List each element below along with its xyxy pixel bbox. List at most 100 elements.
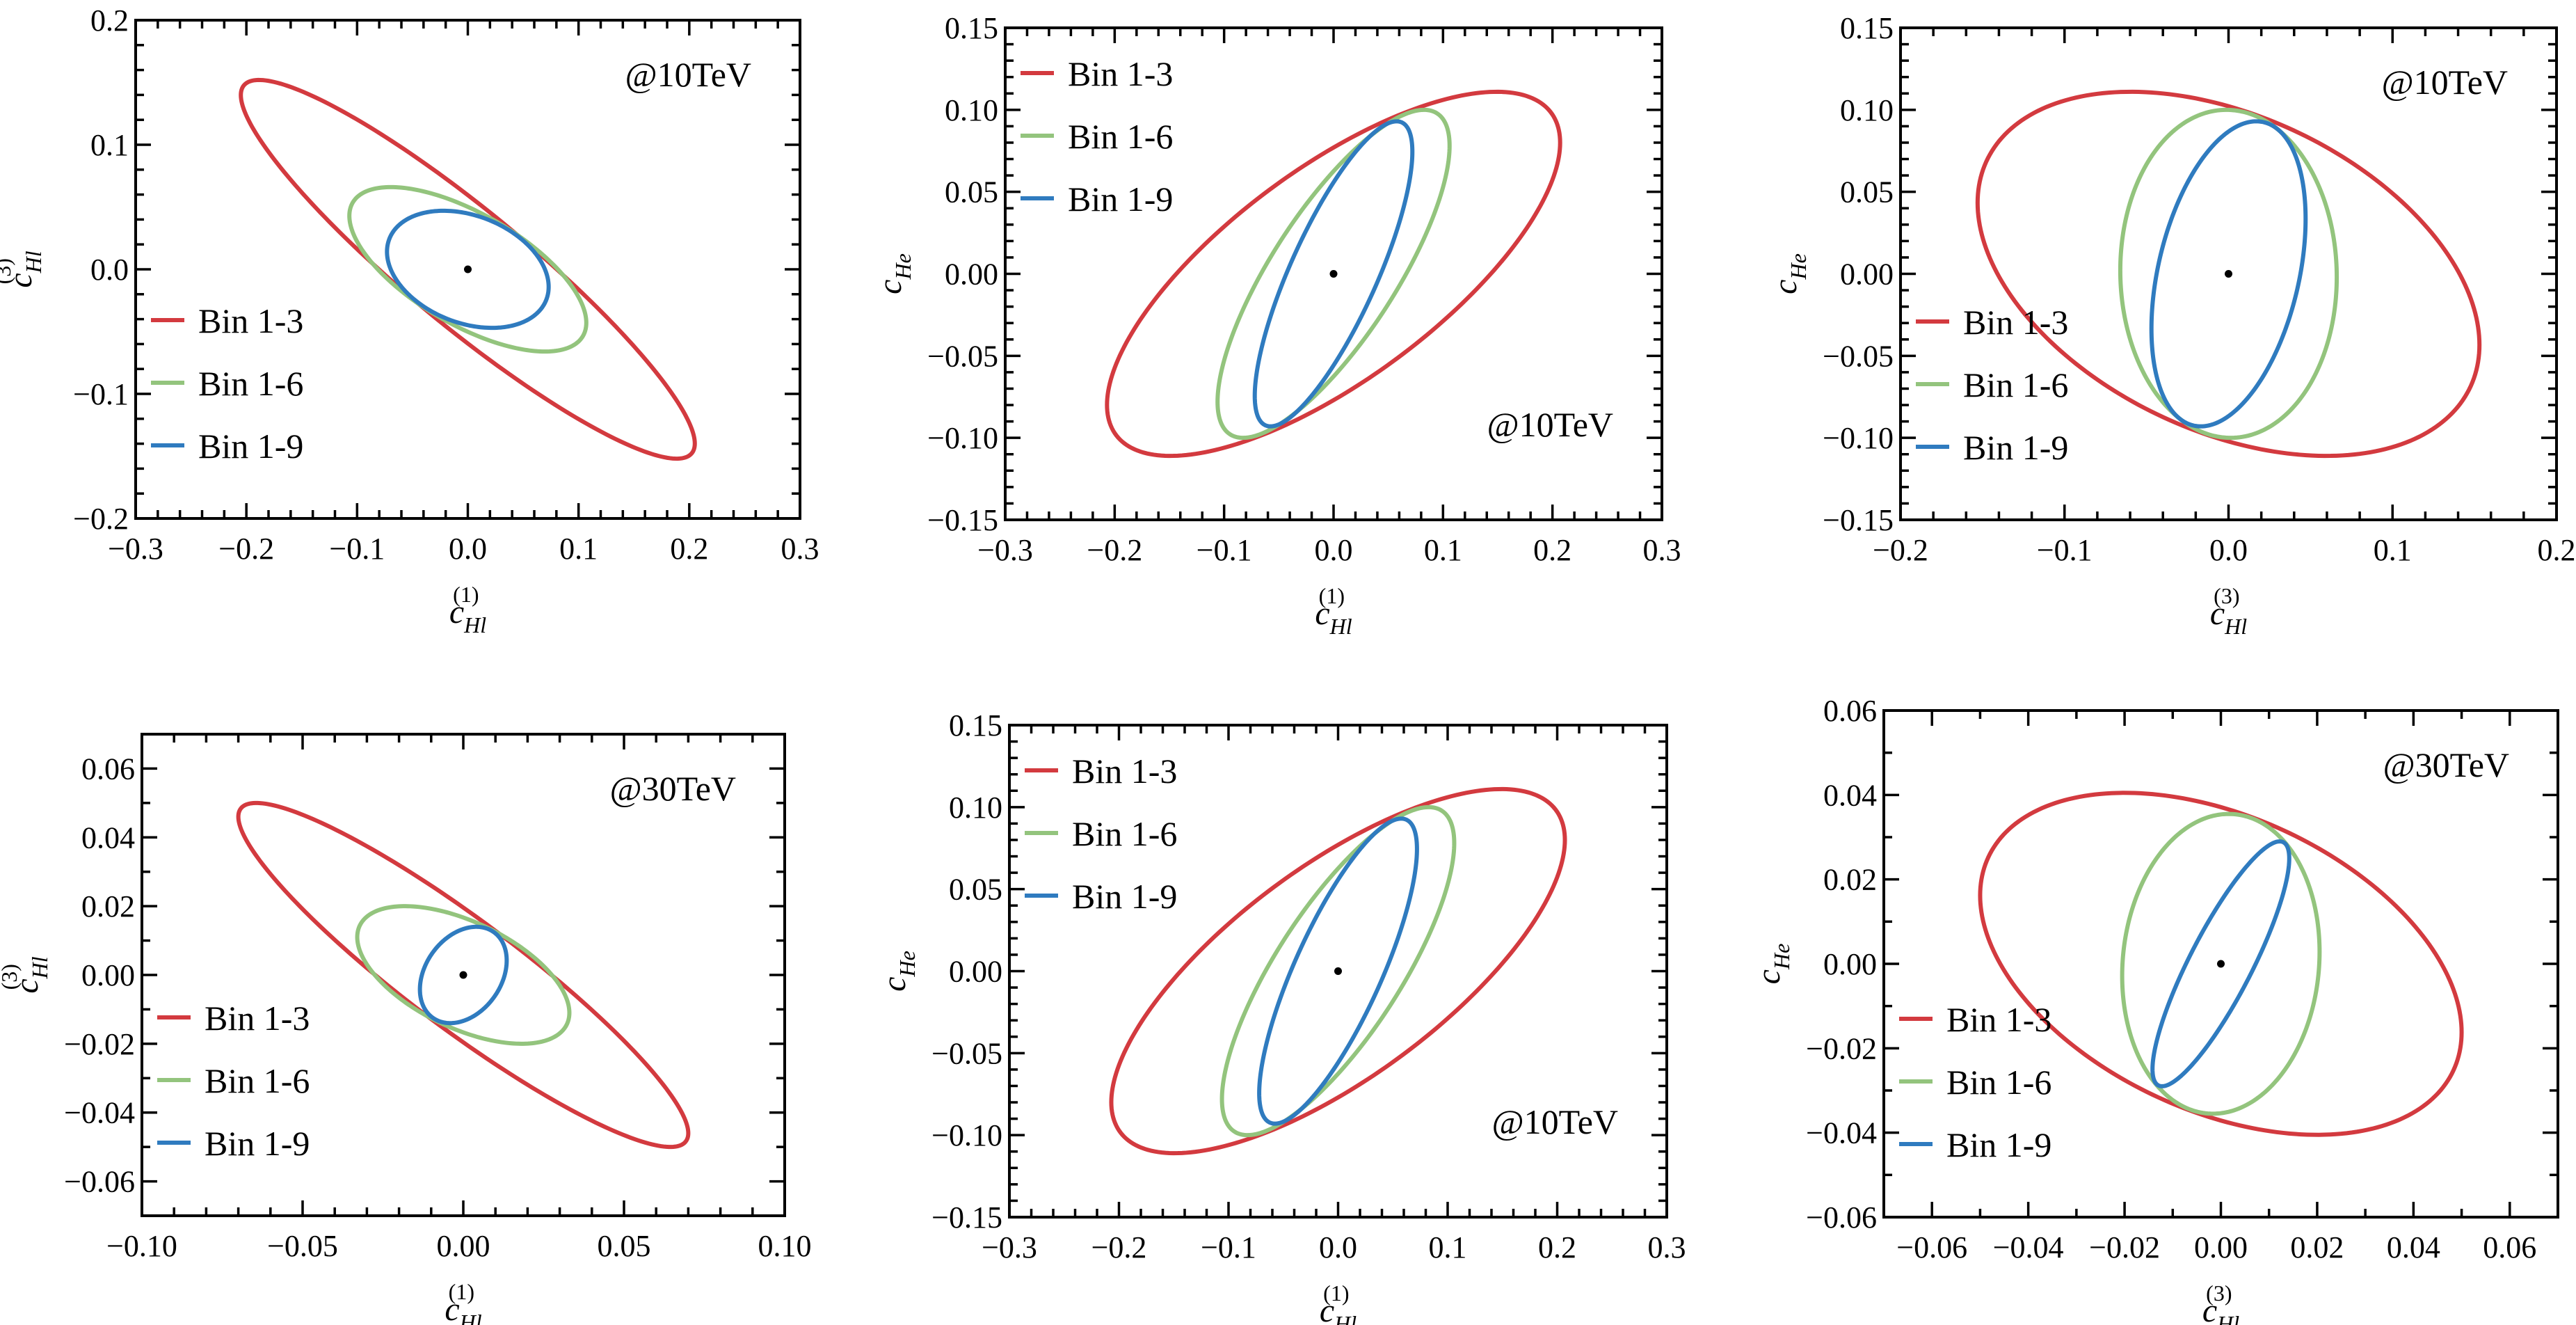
y-axis-label: cHl(3) [0, 251, 46, 287]
plot-frame [1008, 724, 1668, 1219]
plot-frame [141, 733, 786, 1217]
best-fit-point [2217, 960, 2225, 968]
x-tick-label: −0.10 [106, 1229, 177, 1263]
legend-label: Bin 1-6 [198, 364, 303, 403]
y-tick-label: 0.00 [81, 958, 135, 992]
y-tick-label: −0.05 [927, 339, 998, 373]
x-tick-label: −0.2 [1087, 533, 1142, 567]
contour-bin-1-9 [2149, 119, 2308, 429]
x-tick-label: 0.02 [2290, 1230, 2344, 1264]
y-tick-label: −0.06 [64, 1165, 135, 1199]
legend-label: Bin 1-9 [1946, 1125, 2051, 1164]
contour-bin-1-3 [1105, 89, 1562, 459]
x-tick-label: −0.2 [218, 532, 274, 566]
y-tick-label: 0.04 [1823, 778, 1877, 812]
y-tick-label: −0.2 [73, 502, 129, 536]
y-tick-label: −0.06 [1806, 1200, 1877, 1235]
x-tick-label: 0.3 [1648, 1230, 1686, 1264]
legend-label: Bin 1-3 [1068, 54, 1173, 93]
y-axis-label: cHe [872, 253, 915, 294]
contour-bin-1-9 [1252, 119, 1415, 429]
panel-5: −0.3 −0.2 −0.1 0.0 0.1 0.2 0.3 −0.15 −0.10 −0.05 0… [876, 708, 1686, 1325]
y-axis-label: cHe [876, 951, 920, 992]
y-tick-label: 0.02 [1823, 863, 1877, 897]
x-tick-label: 0.1 [559, 532, 598, 566]
y-tick-label: −0.15 [931, 1200, 1002, 1235]
energy-annotation: @30TeV [610, 769, 736, 808]
x-tick-label: 0.10 [758, 1229, 812, 1263]
contour-bin-1-9 [2150, 839, 2291, 1088]
legend: Bin 1-3 Bin 1-6 Bin 1-9 [1899, 1000, 2051, 1164]
x-tick-label: 0.00 [2194, 1230, 2248, 1264]
y-axis-label: cHe [1750, 944, 1794, 985]
panel-4: −0.10 −0.05 0.00 0.05 0.10 −0.06 −0.04 −0.02 0.0… [0, 733, 812, 1325]
x-tick-label: −0.1 [1201, 1230, 1256, 1264]
y-tick-label: −0.04 [1806, 1116, 1877, 1150]
y-tick-label: 0.05 [945, 175, 998, 209]
panel-2: −0.3 −0.2 −0.1 0.0 0.1 0.2 0.3 −0.15 −0.10 −0.05 0… [872, 11, 1681, 639]
y-tick-label: 0.10 [949, 791, 1002, 825]
contours [1978, 791, 2464, 1137]
legend-label: Bin 1-3 [198, 301, 303, 340]
best-fit-point [2225, 270, 2232, 278]
x-tick-label: −0.3 [982, 1230, 1037, 1264]
y-tick-label: −0.15 [927, 503, 998, 537]
y-tick-label: 0.10 [1840, 93, 1894, 127]
x-tick-label: −0.05 [267, 1229, 338, 1263]
x-tick-label: −0.04 [1993, 1230, 2064, 1264]
legend-label: Bin 1-9 [205, 1124, 310, 1163]
contour-bin-1-3 [1978, 791, 2464, 1137]
legend-label: Bin 1-6 [1946, 1063, 2051, 1102]
legend-label: Bin 1-6 [205, 1061, 310, 1100]
x-tick-label: 0.1 [1424, 533, 1462, 567]
y-tick-label: −0.02 [1806, 1031, 1877, 1065]
x-tick-label: −0.02 [2089, 1230, 2160, 1264]
y-axis-label: cHe [1767, 253, 1811, 294]
contour-bin-1-3 [1975, 89, 2482, 459]
x-axis-label: cHl(3) [2210, 583, 2247, 639]
best-fit-point [464, 265, 472, 273]
y-tick-label: 0.00 [1823, 947, 1877, 981]
y-tick-label: −0.10 [931, 1118, 1002, 1152]
x-tick-label: −0.1 [1197, 533, 1252, 567]
y-tick-label: −0.04 [64, 1096, 135, 1130]
contours [236, 800, 691, 1150]
x-tick-label: 0.0 [1319, 1230, 1357, 1264]
x-tick-label: −0.06 [1896, 1230, 1967, 1264]
contours [1975, 89, 2482, 459]
y-tick-label: 0.00 [1840, 257, 1894, 292]
legend: Bin 1-3 Bin 1-6 Bin 1-9 [1025, 752, 1177, 916]
x-tick-label: 0.1 [1429, 1230, 1467, 1264]
y-tick-label: 0.06 [1823, 694, 1877, 728]
x-axis-label: cHl(1) [445, 1279, 481, 1325]
legend-label: Bin 1-6 [1068, 117, 1173, 156]
x-axis-label: cHl(3) [2202, 1280, 2239, 1325]
y-tick-label: 0.06 [81, 752, 135, 786]
legend: Bin 1-3 Bin 1-6 Bin 1-9 [157, 999, 310, 1163]
x-tick-label: −0.1 [329, 532, 385, 566]
legend-label: Bin 1-9 [1068, 180, 1173, 219]
x-tick-label: 0.0 [449, 532, 487, 566]
panel-3: −0.2 −0.1 0.0 0.1 0.2 −0.15 −0.10 −0.05 0.00 0.05… [1767, 11, 2576, 639]
x-tick-label: 0.2 [2538, 533, 2576, 567]
plot-frame [134, 19, 801, 520]
y-tick-label: 0.05 [1840, 175, 1894, 209]
x-axis-label: cHl(1) [1320, 1280, 1357, 1325]
contour-bin-1-9 [385, 208, 551, 331]
x-tick-label: −0.3 [977, 533, 1033, 567]
energy-annotation: @30TeV [2383, 745, 2509, 784]
contour-bin-1-3 [1109, 786, 1567, 1156]
x-tick-label: −0.3 [108, 532, 163, 566]
y-tick-label: 0.02 [81, 889, 135, 923]
y-tick-label: −0.05 [931, 1036, 1002, 1070]
contour-bin-1-6 [2120, 811, 2322, 1116]
legend: Bin 1-3 Bin 1-6 Bin 1-9 [1916, 303, 2068, 467]
x-tick-label: −0.1 [2037, 533, 2093, 567]
x-tick-label: 0.00 [437, 1229, 490, 1263]
x-tick-label: 0.05 [598, 1229, 651, 1263]
x-tick-label: 0.3 [1643, 533, 1681, 567]
x-tick-label: 0.04 [2387, 1230, 2440, 1264]
x-tick-label: 0.0 [1315, 533, 1353, 567]
plot-frame [1899, 26, 2558, 521]
